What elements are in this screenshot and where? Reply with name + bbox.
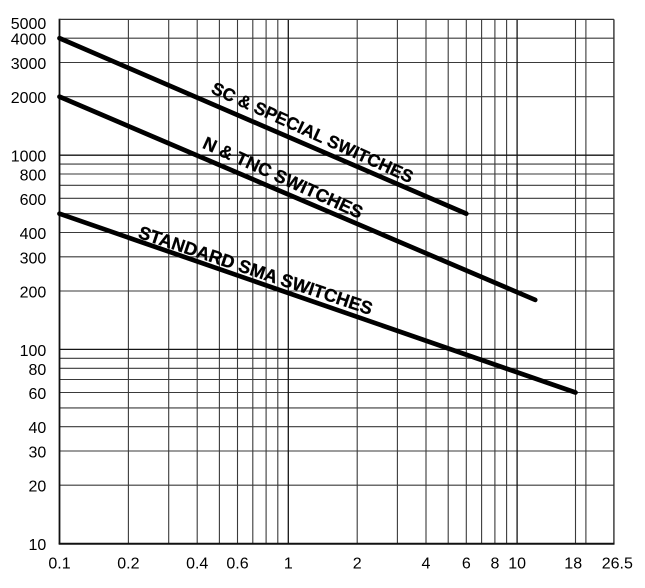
svg-text:40: 40 [29, 420, 47, 437]
svg-text:400: 400 [20, 226, 47, 243]
svg-text:1000: 1000 [11, 149, 47, 166]
svg-text:2: 2 [353, 556, 362, 573]
svg-text:10: 10 [29, 537, 47, 554]
svg-text:300: 300 [20, 250, 47, 267]
svg-text:18: 18 [564, 556, 582, 573]
svg-text:6: 6 [462, 556, 471, 573]
svg-text:5000: 5000 [11, 16, 47, 33]
svg-text:0.4: 0.4 [186, 556, 208, 573]
svg-text:0.6: 0.6 [226, 556, 248, 573]
svg-text:26.5: 26.5 [602, 556, 633, 573]
svg-text:0.1: 0.1 [48, 556, 70, 573]
svg-text:4000: 4000 [11, 32, 47, 49]
svg-text:800: 800 [20, 168, 47, 185]
svg-text:1: 1 [284, 556, 293, 573]
svg-text:600: 600 [20, 192, 47, 209]
svg-text:3000: 3000 [11, 56, 47, 73]
svg-text:0.2: 0.2 [117, 556, 139, 573]
svg-text:2000: 2000 [11, 90, 47, 107]
svg-text:8: 8 [490, 556, 499, 573]
svg-text:20: 20 [29, 479, 47, 496]
svg-text:200: 200 [20, 285, 47, 302]
svg-text:100: 100 [20, 343, 47, 360]
svg-text:4: 4 [422, 556, 431, 573]
svg-text:10: 10 [508, 556, 526, 573]
svg-text:60: 60 [29, 386, 47, 403]
svg-text:80: 80 [29, 362, 47, 379]
svg-text:30: 30 [29, 445, 47, 462]
